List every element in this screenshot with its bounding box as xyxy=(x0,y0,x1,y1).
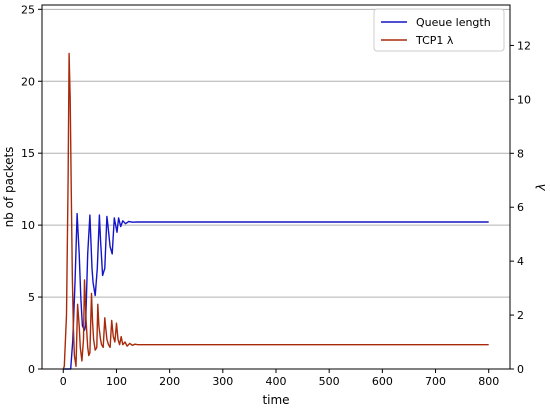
y-left-tick-label: 10 xyxy=(21,219,35,232)
series-group xyxy=(62,52,489,370)
x-tick-label: 200 xyxy=(159,375,180,388)
legend-label: Queue length xyxy=(416,16,491,29)
x-tick-label: 500 xyxy=(319,375,340,388)
x-tick-label: 800 xyxy=(478,375,499,388)
y-axis-label-left: nb of packets xyxy=(2,147,16,228)
x-tick-label: 300 xyxy=(212,375,233,388)
x-axis-label: time xyxy=(262,393,289,407)
y-right-tick-label: 6 xyxy=(517,201,524,214)
tcp1-lambda-line xyxy=(62,52,489,370)
y-right-tick-label: 12 xyxy=(517,39,531,52)
y-right-tick-label: 4 xyxy=(517,255,524,268)
gridlines xyxy=(42,8,510,370)
y-left-tick-label: 20 xyxy=(21,75,35,88)
x-tick-label: 100 xyxy=(106,375,127,388)
legend: Queue length TCP1 λ xyxy=(373,8,505,52)
x-tick-label: 700 xyxy=(425,375,446,388)
ticks: 0 5 10 15 20 25 0 2 4 6 8 10 12 0 100 200 300 400 500 600 70… xyxy=(21,3,531,388)
y-left-tick-label: 5 xyxy=(28,291,35,304)
y-left-tick-label: 0 xyxy=(28,363,35,376)
y-left-tick-label: 15 xyxy=(21,147,35,160)
x-tick-label: 400 xyxy=(266,375,287,388)
y-axis-label-right: λ xyxy=(534,183,548,191)
x-tick-label: 600 xyxy=(372,375,393,388)
x-tick-label: 0 xyxy=(60,375,67,388)
plot-frame xyxy=(41,4,511,370)
y-right-tick-label: 0 xyxy=(517,363,524,376)
y-right-tick-label: 10 xyxy=(517,93,531,106)
y-left-tick-label: 25 xyxy=(21,3,35,16)
y-right-tick-label: 8 xyxy=(517,147,524,160)
queue-length-line xyxy=(63,212,489,370)
y-right-tick-label: 2 xyxy=(517,309,524,322)
legend-label: TCP1 λ xyxy=(415,34,454,47)
